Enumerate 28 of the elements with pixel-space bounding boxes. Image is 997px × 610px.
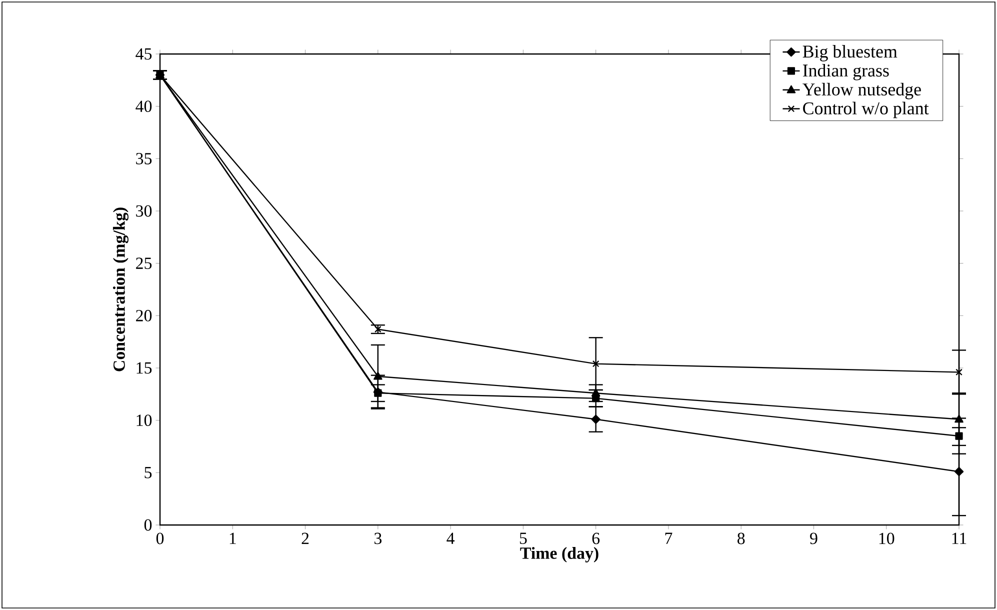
legend-label: Yellow nutsedge (802, 82, 921, 100)
x-tick-label: 9 (810, 532, 818, 544)
y-tick-label: 15 (136, 362, 152, 374)
y-tick-label: 40 (136, 100, 152, 112)
x-tick-label: 3 (374, 532, 382, 544)
y-tick-label: 30 (136, 205, 152, 217)
x-tick-label: 6 (592, 532, 600, 544)
x-tick-label: 5 (520, 532, 527, 544)
y-tick-label: 25 (136, 258, 152, 270)
y-tick-label: 35 (136, 152, 152, 164)
y-tick-label: 45 (136, 48, 152, 60)
y-tick-label: 5 (144, 467, 152, 478)
x-tick-label: 8 (738, 532, 745, 544)
y-tick-label: 20 (136, 310, 152, 322)
x-tick-label: 0 (156, 532, 164, 544)
legend-label: Control w/o plant (803, 102, 929, 118)
x-tick-label: 4 (446, 532, 455, 544)
y-tick-label: 10 (136, 414, 152, 426)
y-tick-label: 0 (144, 519, 152, 531)
x-tick-label: 7 (665, 532, 672, 544)
x-tick-label: 1 (230, 532, 236, 544)
legend-label: Big bluestem (802, 45, 898, 62)
x-axis-title: Time (day) (520, 547, 598, 562)
x-tick-label: 10 (879, 532, 894, 544)
legend-label: Indian grass (802, 64, 889, 80)
x-tick-label: 2 (302, 532, 309, 544)
x-tick-label: 11 (952, 532, 966, 544)
y-axis-title: Concentration (mg/kg) (112, 208, 128, 372)
